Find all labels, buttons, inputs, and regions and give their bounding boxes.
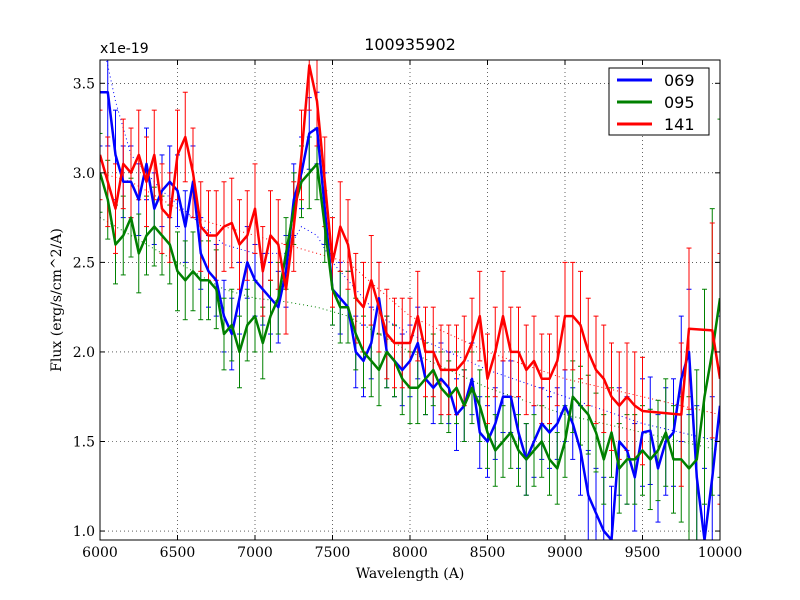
y-tick-label: 3.0	[73, 166, 95, 182]
y-offset-label: x1e-19	[100, 41, 149, 57]
x-tick-label: 10000	[698, 545, 743, 561]
y-tick-label: 1.0	[73, 524, 95, 540]
y-tick-label: 3.5	[73, 76, 95, 92]
y-tick-label: 2.0	[73, 345, 95, 361]
x-axis-title: Wavelength (A)	[356, 566, 465, 582]
model-curve-069-model	[106, 60, 720, 442]
legend-label-095: 095	[664, 93, 695, 112]
y-axis-title: Flux (erg/s/cm^2/A)	[49, 228, 65, 372]
x-tick-label: 6000	[82, 545, 118, 561]
x-tick-label: 8000	[392, 545, 428, 561]
plot-frame	[99, 59, 721, 541]
y-tick-label: 1.5	[73, 434, 95, 450]
x-tick-label: 9000	[547, 545, 583, 561]
y-tick-label: 2.5	[73, 255, 95, 271]
legend-label-069: 069	[664, 71, 695, 90]
series-line-095	[100, 162, 720, 470]
series-lines	[100, 64, 720, 540]
axis-ticks: 6000 6500 7000 7500 8000 8500 9000 9500 10000 1.0…	[73, 60, 743, 561]
x-tick-label: 9500	[625, 545, 661, 561]
legend-label-141: 141	[664, 115, 695, 134]
legend: 069 095 141	[608, 67, 710, 136]
chart-title: 100935902	[364, 35, 456, 54]
series-line-069	[100, 90, 720, 540]
series-line-141	[100, 64, 720, 416]
x-tick-label: 8500	[470, 545, 506, 561]
x-tick-label: 7500	[315, 545, 351, 561]
x-tick-label: 7000	[237, 545, 273, 561]
x-tick-label: 6500	[160, 545, 196, 561]
